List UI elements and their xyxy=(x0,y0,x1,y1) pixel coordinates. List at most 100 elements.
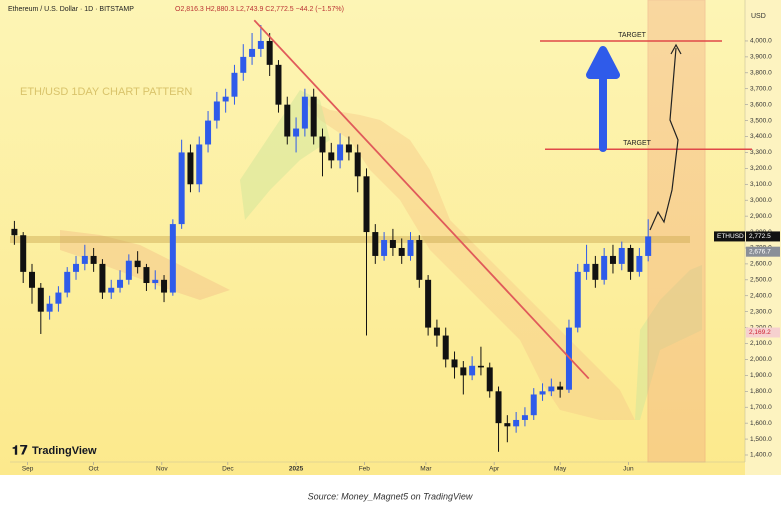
y-tick-label: 3,200.0 xyxy=(750,165,772,172)
candle-body xyxy=(433,327,440,336)
candle-body xyxy=(363,176,370,233)
symbol-header: Ethereum / U.S. Dollar · 1D · BITSTAMP xyxy=(8,6,134,13)
candle-body xyxy=(117,279,124,288)
y-tick-label: 2,400.0 xyxy=(750,292,772,299)
candle-body xyxy=(521,415,528,420)
target-label: TARGET xyxy=(623,140,652,147)
candle-body xyxy=(548,386,555,392)
candle-body xyxy=(169,224,176,293)
candle-body xyxy=(301,96,308,129)
y-tick-label: 3,100.0 xyxy=(750,181,772,188)
candle-body xyxy=(90,255,97,264)
x-tick-label: Dec xyxy=(222,466,234,473)
y-tick-label: 2,100.0 xyxy=(750,340,772,347)
candle-body xyxy=(504,423,511,427)
candle-body xyxy=(425,279,432,328)
ichimoku-cloud xyxy=(60,230,230,300)
y-tick-label: 1,800.0 xyxy=(750,388,772,395)
candle-body xyxy=(618,247,625,264)
price-tag xyxy=(746,246,780,257)
y-tick-label: 3,800.0 xyxy=(750,70,772,77)
candle-body xyxy=(407,240,414,256)
candle-body xyxy=(213,101,220,121)
support-zone xyxy=(10,236,690,243)
candle-body xyxy=(187,152,194,185)
x-tick-label: May xyxy=(554,466,567,473)
price-tag-label: 2,169.2 xyxy=(749,329,771,336)
candle-body xyxy=(284,104,291,137)
candle-body xyxy=(196,144,203,185)
candle-body xyxy=(574,271,581,328)
x-tick-label: Mar xyxy=(420,466,432,473)
candle-body xyxy=(231,72,238,97)
candle-body xyxy=(354,152,361,177)
candle-body xyxy=(539,391,546,395)
y-tick-label: 4,000.0 xyxy=(750,38,772,45)
projection-arrowhead xyxy=(670,43,682,55)
projection-zone xyxy=(647,0,706,463)
y-tick-label: 1,600.0 xyxy=(750,420,772,427)
y-tick-label: 2,500.0 xyxy=(750,277,772,284)
y-tick-label: 1,700.0 xyxy=(750,404,772,411)
candle-body xyxy=(442,335,449,360)
trendline xyxy=(253,19,590,380)
x-tick-label: Oct xyxy=(89,466,99,473)
unit-label: USD xyxy=(751,13,766,20)
symbol-tag-label: ETHUSD xyxy=(717,233,744,240)
candle-body xyxy=(99,263,106,293)
symbol-tag xyxy=(714,231,745,242)
candle-body xyxy=(460,367,467,376)
y-tick-label: 3,700.0 xyxy=(750,85,772,92)
x-tick-label: 2025 xyxy=(289,466,304,473)
candle-body xyxy=(583,263,590,272)
y-tick-label: 3,000.0 xyxy=(750,197,772,204)
y-tick-label: 3,900.0 xyxy=(750,54,772,61)
chart-title: ETH/USD 1DAY CHART PATTERN xyxy=(20,86,192,98)
candle-body xyxy=(627,247,634,272)
candle-body xyxy=(592,263,599,280)
candle-body xyxy=(557,386,564,390)
candle-body xyxy=(486,367,493,392)
candle-body xyxy=(469,365,476,376)
candle-body xyxy=(249,48,256,57)
candle-body xyxy=(152,279,159,284)
candle-body xyxy=(64,271,71,293)
price-tag xyxy=(746,327,780,338)
brand-mark: 𝟏𝟳 xyxy=(12,442,28,457)
candle-body xyxy=(636,255,643,272)
candle-body xyxy=(205,120,212,145)
candle-body xyxy=(29,271,36,288)
y-tick-label: 1,900.0 xyxy=(750,372,772,379)
candle-body xyxy=(389,240,396,248)
candle-body xyxy=(73,263,80,272)
candle-body xyxy=(222,96,229,102)
y-tick-label: 2,900.0 xyxy=(750,213,772,220)
candle-body xyxy=(328,152,335,161)
up-arrow xyxy=(586,46,620,152)
x-tick-label: Feb xyxy=(359,466,371,473)
overlay: TARGET TARGET 2,772.5 ETHUSD 2,676.7 2,169.2 xyxy=(253,19,780,380)
target-label: TARGET xyxy=(618,32,647,39)
candle-body xyxy=(293,128,300,137)
candle-body xyxy=(530,394,537,416)
price-tag xyxy=(746,231,780,242)
price-tag-label: 2,772.5 xyxy=(749,233,771,240)
candle-body xyxy=(143,267,150,284)
candle-body xyxy=(11,228,18,236)
candle-body xyxy=(108,287,115,293)
candle-body xyxy=(310,96,317,137)
y-tick-label: 3,600.0 xyxy=(750,101,772,108)
y-tick-label: 3,400.0 xyxy=(750,133,772,140)
candle-body xyxy=(416,240,423,280)
candle-body xyxy=(495,391,502,424)
y-tick-label: 2,600.0 xyxy=(750,261,772,268)
price-tag-label: 2,676.7 xyxy=(749,248,771,255)
candle-body xyxy=(477,365,484,368)
candle-body xyxy=(161,279,168,293)
candle-body xyxy=(319,136,326,153)
projection-path xyxy=(649,47,679,231)
candle-body xyxy=(381,240,388,256)
ichimoku-cloud xyxy=(635,265,702,420)
